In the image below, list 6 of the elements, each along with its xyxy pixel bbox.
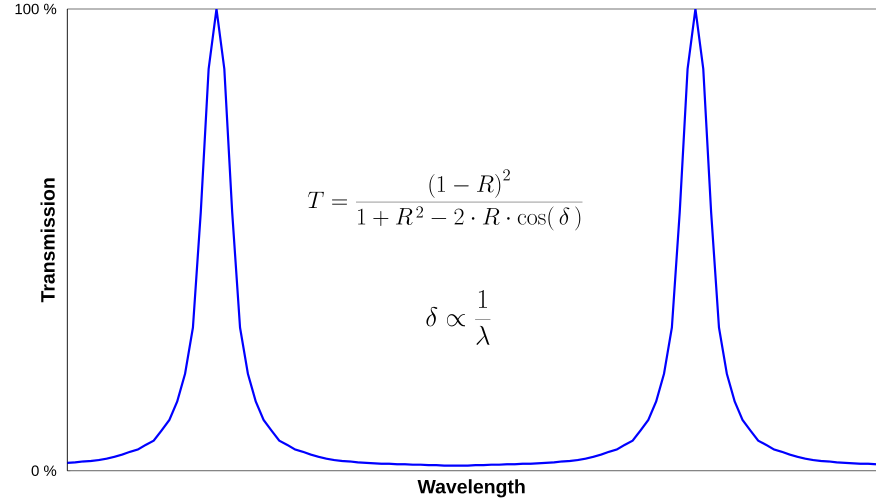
y-tick-label: 0 % (32, 465, 56, 476)
annotation: $\delta\propto\frac{1}{\lambda}$ (426, 290, 490, 345)
annotation: $T = \frac{\left(1-R\right)^{2}}{1+R^{\,2}-2\cdot R\cdot\cos(\,\delta\,)}$ (308, 169, 582, 230)
x-axis-title: Wavelength (418, 479, 525, 498)
y-axis-title: Transmission (40, 178, 55, 302)
y-tick-label: 100 % (16, 4, 56, 14)
